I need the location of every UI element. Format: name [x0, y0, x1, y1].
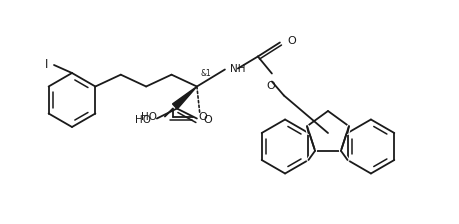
Text: NH: NH	[230, 63, 245, 73]
Text: O: O	[286, 35, 295, 45]
Text: HO: HO	[140, 112, 157, 121]
Text: O: O	[202, 114, 211, 125]
Text: &1: &1	[201, 69, 211, 78]
Polygon shape	[172, 86, 196, 109]
Text: O: O	[197, 112, 206, 121]
Text: HO: HO	[134, 114, 151, 125]
Text: I: I	[45, 58, 49, 71]
Text: O: O	[266, 80, 274, 90]
